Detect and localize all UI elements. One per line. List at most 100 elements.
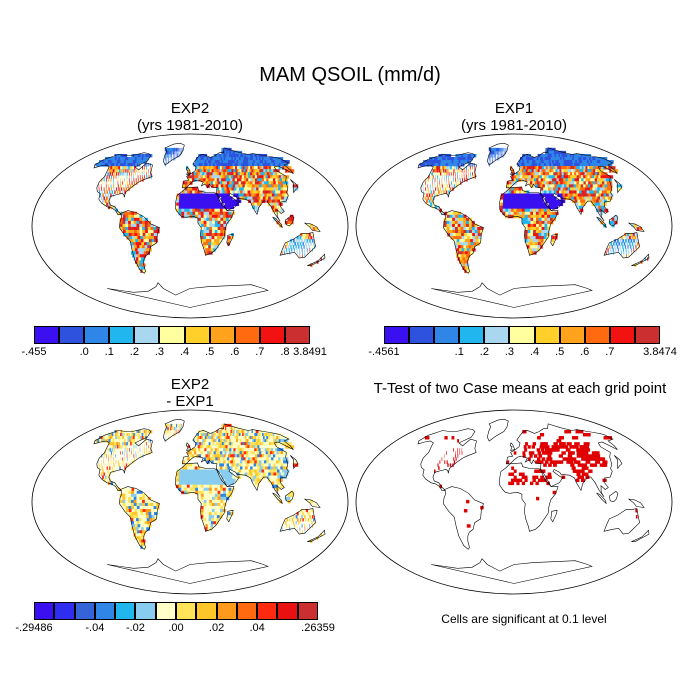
grid-cell (184, 475, 188, 480)
grid-cell (124, 172, 126, 176)
coastline-japan (289, 179, 299, 194)
grid-cell (457, 257, 462, 261)
grid-cell (533, 226, 537, 231)
grid-cell (200, 157, 204, 161)
grid-cell (147, 499, 151, 504)
grid-cell (623, 251, 625, 255)
grid-cell (490, 160, 492, 164)
grid-cell (253, 187, 259, 191)
grid-cell (201, 442, 205, 446)
grid-cell (131, 454, 132, 458)
grid-cell (304, 254, 306, 258)
grid-cell (451, 163, 454, 167)
grid-cell (147, 521, 152, 525)
grid-cell (540, 202, 545, 207)
grid-cell (142, 269, 147, 273)
grid-cell (113, 175, 115, 179)
grid-cell (253, 463, 259, 467)
grid-cell (179, 472, 183, 476)
grid-cell (181, 196, 185, 200)
grid-cell (141, 518, 146, 522)
grid-cell (535, 460, 539, 464)
grid-cell (136, 433, 140, 437)
grid-cell (524, 233, 528, 237)
grid-cell (222, 487, 227, 492)
grid-cell (434, 169, 437, 173)
grid-cell (186, 490, 191, 495)
grid-cell (199, 433, 202, 437)
grid-cell (287, 445, 295, 449)
grid-cell (547, 217, 551, 222)
grid-cell (208, 166, 213, 170)
grid-cell (111, 448, 114, 452)
grid-cell (497, 147, 499, 152)
grid-cell (463, 175, 465, 179)
grid-cell (145, 248, 150, 252)
grid-cell (214, 172, 219, 176)
grid-cell (120, 166, 123, 170)
grid-cell (103, 202, 106, 207)
grid-cell (265, 187, 271, 191)
grid-cell (106, 463, 108, 467)
grid-cell (144, 439, 146, 443)
grid-cell (286, 527, 288, 531)
grid-cell (427, 178, 429, 182)
grid-cell (193, 163, 196, 167)
coastline-greenland (486, 142, 509, 166)
grid-cell (522, 163, 526, 167)
grid-cell (466, 254, 471, 258)
colorbar-box (176, 602, 197, 620)
grid-cell (125, 184, 127, 188)
grid-cell (208, 448, 212, 452)
grid-cell (427, 181, 429, 185)
grid-cell (217, 181, 222, 185)
grid-cell (492, 153, 494, 158)
grid-cell (309, 239, 311, 243)
grid-cell (225, 214, 230, 219)
grid-cell (195, 166, 199, 170)
grid-cell (521, 481, 526, 486)
grid-cell (295, 245, 297, 249)
grid-cell (567, 193, 572, 197)
grid-cell (203, 169, 207, 173)
grid-cell (298, 521, 300, 525)
grid-cell (144, 226, 149, 231)
grid-cell (275, 478, 280, 483)
grid-cell (217, 502, 221, 507)
grid-cell (205, 169, 209, 173)
grid-cell (277, 469, 282, 473)
grid-cell (256, 463, 261, 467)
grid-cell (281, 454, 288, 458)
grid-cell (453, 160, 457, 164)
grid-cell (429, 184, 431, 188)
grid-cell (513, 211, 517, 216)
grid-cell (227, 190, 232, 194)
grid-cell (592, 187, 598, 191)
grid-cell (173, 150, 174, 155)
grid-cell (146, 433, 149, 437)
grid-cell (552, 175, 557, 179)
grid-cell (530, 214, 534, 219)
grid-cell (224, 175, 229, 179)
grid-cell (131, 163, 134, 167)
grid-cell (133, 157, 137, 161)
grid-cell (120, 184, 122, 188)
grid-cell (206, 223, 210, 228)
grid-cell (110, 184, 112, 188)
grid-cell (125, 445, 127, 449)
grid-cell (176, 475, 180, 480)
grid-cell (217, 493, 221, 498)
grid-cell (536, 193, 541, 197)
grid-cell (550, 187, 555, 191)
grid-cell (309, 524, 311, 528)
grid-cell (211, 509, 215, 513)
grid-cell (135, 257, 141, 261)
grid-cell (585, 460, 591, 464)
grid-cell (197, 193, 201, 197)
grid-cell (574, 199, 579, 204)
grid-cell (203, 223, 207, 228)
grid-cell (448, 181, 450, 185)
grid-cell (143, 512, 147, 516)
grid-cell (105, 460, 107, 464)
grid-cell (200, 505, 204, 510)
